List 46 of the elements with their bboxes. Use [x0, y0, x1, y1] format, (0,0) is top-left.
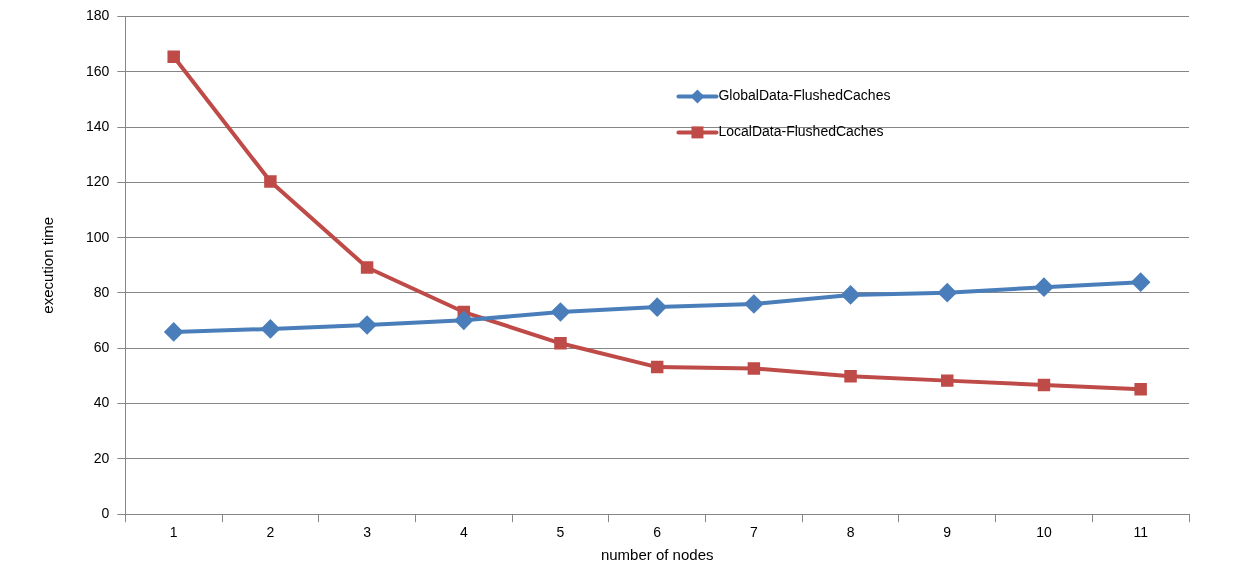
point [650, 360, 664, 374]
point [1037, 378, 1051, 392]
point [938, 283, 957, 302]
x-axis-title: number of nodes [600, 546, 714, 564]
x-tick-label: 4 [459, 524, 468, 541]
y-tick-label: 80 [93, 283, 110, 300]
x-tick-label: 11 [1133, 524, 1149, 541]
y-tick-label: 20 [93, 449, 110, 466]
point [747, 362, 761, 375]
point [360, 261, 374, 274]
point [554, 337, 567, 350]
point [941, 374, 954, 387]
x-tick-label: 8 [846, 524, 855, 541]
y-tick-label: 180 [86, 7, 110, 24]
x-tick-label: 3 [363, 524, 372, 541]
point [841, 285, 860, 304]
x-tick-label: 9 [943, 524, 952, 541]
x-tick-label: 7 [749, 524, 758, 541]
x-tick-label: 10 [1036, 524, 1052, 541]
y-tick-label: 160 [86, 62, 110, 79]
y-tick-label: 140 [86, 117, 110, 134]
y-tick-label: 100 [86, 228, 110, 245]
y-tick-label: 40 [93, 394, 110, 411]
y-tick-label: 120 [86, 173, 110, 190]
legend-label: GlobalData-FlushedCaches [718, 87, 891, 104]
y-tick-label: 60 [93, 339, 110, 356]
point [551, 303, 570, 322]
point [648, 298, 667, 317]
point [167, 50, 180, 64]
point [261, 319, 280, 338]
legend-label: LocalData-FlushedCaches [718, 123, 884, 140]
point [1131, 273, 1150, 292]
point [844, 369, 857, 383]
x-tick-label: 6 [653, 524, 662, 541]
point [264, 175, 277, 188]
point [1134, 382, 1147, 396]
point [744, 295, 763, 314]
x-tick-label: 5 [556, 524, 565, 541]
point [454, 311, 473, 330]
x-tick-label: 2 [266, 524, 275, 541]
point [1034, 278, 1053, 297]
x-tick-label: 1 [169, 524, 178, 541]
y-axis-title: execution time [39, 216, 57, 314]
point [358, 316, 377, 335]
point [164, 322, 183, 341]
y-tick-label: 0 [101, 505, 110, 522]
